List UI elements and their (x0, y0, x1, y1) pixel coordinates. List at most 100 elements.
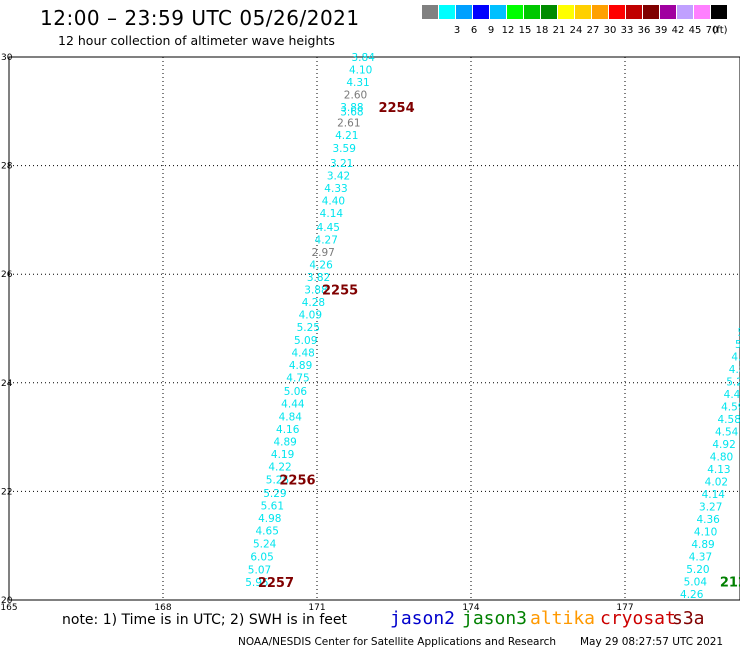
legend-swatch (473, 5, 489, 19)
wave-height-value: 5.20 (735, 339, 740, 351)
legend-swatch (507, 5, 523, 19)
wave-height-value: 4.44 (281, 398, 305, 410)
legend-label: 36 (637, 25, 651, 36)
wave-height-value: 5.25 (297, 322, 320, 334)
legend-label: 42 (671, 25, 685, 36)
wave-height-value: 4.21 (335, 130, 358, 142)
legend-swatch (439, 5, 455, 19)
map-subtitle: 12 hour collection of altimeter wave hei… (58, 33, 335, 48)
wave-height-value: 4.59 (721, 402, 740, 414)
legend-label: 27 (586, 25, 600, 36)
legend-label: 39 (654, 25, 668, 36)
legend-swatch (660, 5, 676, 19)
wave-height-value: 4.28 (302, 297, 325, 309)
mission-label-s3a: s3a (672, 608, 705, 629)
pass-time-label: 2255 (322, 283, 358, 298)
generated-timestamp: May 29 08:27:57 UTC 2021 (580, 636, 724, 648)
wave-height-value: 4.37 (689, 552, 712, 564)
wave-height-value: 4.27 (315, 234, 338, 246)
wave-height-value: 4.22 (268, 461, 291, 473)
wave-height-value: 4.02 (705, 477, 728, 489)
legend-swatch (422, 5, 438, 19)
wave-height-value: 4.98 (258, 513, 281, 525)
wave-height-value: 3.88 (340, 102, 363, 114)
wave-height-value: 2.60 (344, 89, 367, 101)
pass-time-label: 2254 (378, 101, 414, 116)
wave-height-value: 5.61 (261, 501, 284, 513)
wave-height-value: 4.19 (271, 449, 294, 461)
mission-label-cryosat: cryosat (600, 608, 676, 629)
legend-swatch (490, 5, 506, 19)
wave-height-value: 4.26 (680, 589, 704, 601)
lat-tick-label: 24 (1, 379, 13, 389)
wave-height-value: 3.84 (352, 52, 376, 64)
wave-height-value: 4.84 (279, 411, 303, 423)
map-title: 12:00 – 23:59 UTC 05/26/2021 (40, 6, 360, 30)
wave-height-value: 4.26 (309, 259, 333, 271)
wave-height-value: 3.27 (699, 502, 722, 514)
wave-height-value: 4.89 (691, 539, 714, 551)
lon-tick-label: 165 (0, 603, 17, 613)
wave-height-value: 3.42 (327, 170, 350, 182)
legend-swatch (694, 5, 710, 19)
legend-swatch (592, 5, 608, 19)
legend-swatch (609, 5, 625, 19)
lon-tick-label: 168 (154, 603, 171, 613)
legend-label: 3 (453, 25, 461, 36)
legend-swatch (711, 5, 727, 19)
mission-label-jason3: jason3 (462, 608, 528, 629)
wave-height-value: 4.48 (291, 347, 314, 359)
legend-swatch (575, 5, 591, 19)
wave-height-value: 4.40 (322, 195, 345, 207)
wave-height-value: 4.58 (718, 414, 740, 426)
lat-tick-label: 26 (1, 270, 13, 280)
wave-height-value: 4.10 (694, 527, 717, 539)
legend-label: 30 (603, 25, 617, 36)
wave-height-value: 5.29 (726, 377, 740, 389)
map-frame (8, 56, 740, 601)
units-note: note: 1) Time is in UTC; 2) SWH is in fe… (62, 612, 348, 628)
wave-height-value: 5.09 (294, 335, 317, 347)
wave-height-value: 4.09 (299, 309, 322, 321)
legend-label: 6 (470, 25, 478, 36)
mission-label-altika: altika (530, 608, 596, 629)
legend-label: 45 (688, 25, 702, 36)
wave-height-value: 3.21 (330, 158, 353, 170)
wave-height-value: 4.13 (707, 464, 730, 476)
legend-swatch (541, 5, 557, 19)
wave-height-value: 3.82 (307, 272, 330, 284)
wave-height-value: 5.95 (245, 577, 268, 589)
wave-height-value: 5.20 (686, 564, 709, 576)
wave-height-value: 5.06 (284, 386, 308, 398)
wave-height-value: 4.16 (276, 424, 300, 436)
legend-swatch (643, 5, 659, 19)
legend-label: 12 (501, 25, 515, 36)
wave-height-value: 4.31 (346, 77, 369, 89)
wave-height-value: 4.10 (349, 64, 372, 76)
legend-label: 24 (569, 25, 583, 36)
wave-height-value: 5.04 (684, 577, 708, 589)
wave-height-value: 4.90 (731, 352, 740, 364)
legend-swatch (677, 5, 693, 19)
pass-time-label: 2256 (279, 473, 315, 488)
legend-swatch (456, 5, 472, 19)
lon-tick-label: 177 (616, 603, 633, 613)
legend-label: 9 (487, 25, 495, 36)
lon-tick-label: 171 (308, 603, 325, 613)
wave-height-value: 3.59 (333, 143, 356, 155)
legend-swatch (558, 5, 574, 19)
legend-swatch (524, 5, 540, 19)
legend-label: 18 (535, 25, 549, 36)
wave-height-value: 4.36 (696, 514, 720, 526)
wave-height-value: 4.33 (324, 183, 347, 195)
legend-swatch (626, 5, 642, 19)
wave-height-value: 4.42 (724, 389, 740, 401)
wave-height-value: 5.29 (263, 488, 286, 500)
wave-height-value: 2.97 (311, 247, 334, 259)
wave-height-value: 4.86 (729, 364, 740, 376)
wave-height-value: 2.61 (337, 118, 360, 130)
wave-height-value: 4.45 (317, 222, 340, 234)
wave-height-value: 5.24 (253, 539, 277, 551)
